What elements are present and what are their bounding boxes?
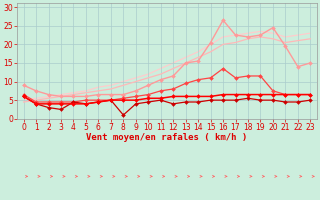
X-axis label: Vent moyen/en rafales ( km/h ): Vent moyen/en rafales ( km/h )	[86, 133, 248, 142]
